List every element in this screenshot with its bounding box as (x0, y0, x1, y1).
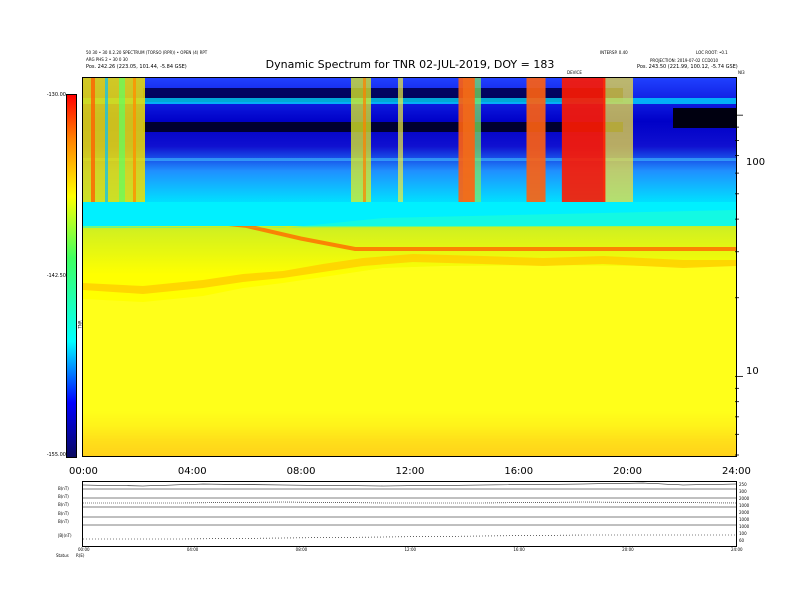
header-right-line2: PROJECTION: 2019-07-02 CCD010 (650, 58, 719, 63)
x-tick-label: 08:00 (286, 466, 316, 477)
panel-x-tick: 00:00 (78, 547, 90, 552)
x-tick-label: 16:00 (504, 466, 534, 477)
panel-label: B(nT) (58, 502, 69, 507)
colorbar (66, 94, 77, 458)
panel-label: B(nT) (58, 511, 69, 516)
header-right-line3: Pos. 243.50 (221.99, 100.12, -5.74 GSE) (637, 64, 738, 70)
panel-x-tick: 04:00 (186, 547, 199, 552)
panel-right-tick: 2000 (739, 510, 750, 515)
x-tick-label: 00:00 (69, 466, 98, 477)
x-tick-label: 24:00 (722, 466, 751, 477)
panel-right-tick: 2000 (739, 496, 750, 501)
panel-label: |B|(nT) (58, 533, 72, 538)
spectrogram-svg (83, 78, 736, 456)
colorbar-tick-bottom: -155.00 (46, 452, 66, 458)
ridge-band (83, 254, 736, 294)
panel-right-tick: 1000 (739, 517, 750, 522)
x-tick-label: 04:00 (177, 466, 207, 477)
burst-1 (526, 78, 546, 202)
y-axis-minor-ticks (735, 114, 743, 456)
panel-label: B(nT) (58, 494, 69, 499)
header-left-line3: Pos. 242.26 (223.05, 101.44, -5.84 GSE) (86, 64, 187, 70)
panel-label: B(nT) (58, 486, 69, 491)
y-tick-10: 10 (746, 366, 759, 377)
header-right-top: INTERSP. 0.40 (600, 50, 628, 55)
spectrogram-frame (82, 77, 737, 457)
x-tick-label: 20:00 (613, 466, 642, 477)
burst-2 (561, 78, 606, 202)
status-label: Status (56, 553, 69, 558)
panel-x-tick: 24:00 (731, 547, 743, 552)
panel-right-tick: 250 (739, 482, 747, 487)
chart-title: Dynamic Spectrum for TNR 02-JUL-2019, DO… (265, 58, 555, 71)
panel-right-tick: 60 (739, 538, 745, 543)
panel-x-tick: 08:00 (295, 547, 308, 552)
panel-x-tick: 16:00 (513, 547, 525, 552)
panel-label: B(nT) (58, 519, 69, 524)
header-far-right-tag: NI3 (738, 70, 745, 75)
yellow-edge (83, 265, 736, 456)
bottom-panel (82, 481, 737, 547)
burst-0 (458, 78, 475, 202)
colorbar-tick-mid: -142.50 (46, 273, 66, 279)
colorbar-tick-top: -130.00 (46, 92, 66, 98)
x-tick-label: 12:00 (395, 466, 425, 477)
panel-right-tick: 1000 (739, 503, 750, 508)
re-label: R(E) (76, 553, 85, 558)
burst-marker-label: DEVICE (567, 70, 582, 75)
panel-right-tick: 100 (739, 531, 747, 536)
header-right-top2: LOC ROOT: •0.1 (696, 50, 728, 55)
panel-x-tick: 20:00 (622, 547, 634, 552)
panel-x-tick: 12:00 (404, 547, 417, 552)
header-left-line2: ARG PHS 2 • 30 0 30 (86, 57, 128, 62)
burst-group (458, 78, 606, 202)
panel-right-tick: 1000 (739, 524, 750, 529)
bottom-panel-traces (83, 482, 736, 540)
header-left-line1: 50 30 • 30 0.2.20 SPECTRUM (TORSO (RPR))… (86, 50, 208, 55)
spectrogram (83, 78, 736, 456)
y-tick-100: 100 (746, 157, 766, 168)
panel-right-tick: 300 (739, 489, 747, 494)
